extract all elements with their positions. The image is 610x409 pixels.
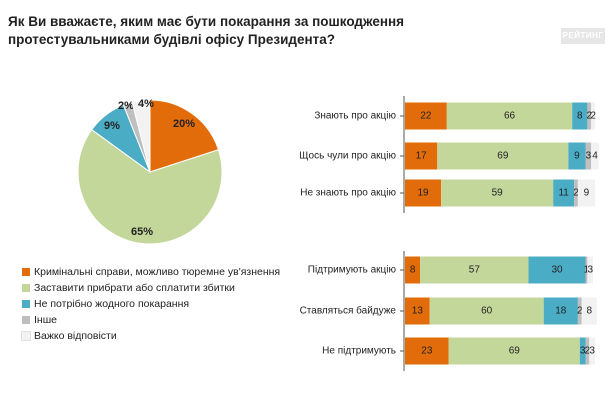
bar-segment: [405, 337, 449, 365]
bar-data-label: 8: [410, 265, 416, 276]
bar-segment: [591, 102, 595, 130]
bar-segment: [448, 337, 580, 365]
bar-data-label: 22: [420, 111, 432, 122]
bar-data-label: 69: [497, 151, 509, 162]
legend-swatch: [22, 284, 30, 292]
bar-data-label: 30: [551, 265, 563, 276]
pie-slice: [131, 99, 151, 173]
legend-label: Кримінальні справи, можливо тюремне ув'я…: [34, 266, 281, 278]
category-label: Ставляться байдуже: [300, 305, 397, 317]
bar-segment: [429, 297, 544, 325]
bar-data-label: 17: [416, 151, 428, 162]
bar-segment: [446, 102, 573, 130]
bar-data-label: 59: [492, 188, 504, 199]
bar-data-label: 18: [555, 306, 567, 317]
bar-segment: [553, 179, 575, 207]
bar-data-label: 8: [587, 306, 593, 317]
bar-segment: [572, 102, 588, 130]
category-label: Знають про акцію: [314, 111, 396, 122]
bar-segment: [420, 256, 529, 284]
bar-data-label: 9: [584, 188, 590, 199]
bar-data-label: 11: [558, 188, 569, 199]
bar-data-label: 19: [417, 188, 429, 199]
bar-segment: [441, 179, 554, 207]
bar-data-label: 60: [481, 306, 493, 317]
brand-logo: РЕЙТИНГ: [561, 28, 605, 44]
bar-segment: [591, 142, 599, 170]
pie-slice: [149, 99, 220, 173]
legend-swatch: [21, 331, 31, 341]
bar-segment: [587, 102, 592, 130]
bar-segment: [568, 142, 586, 170]
bar-data-label: 2: [573, 188, 579, 199]
bar-data-label: 66: [504, 111, 516, 122]
bar-segment: [574, 179, 578, 207]
bar-data-label: 13: [412, 306, 424, 317]
pie-data-label: 2%: [118, 100, 134, 112]
legend-swatch: [22, 268, 30, 276]
bar-data-label: 3: [587, 265, 593, 276]
category-label: Не знають про акцію: [300, 188, 396, 199]
bar-segment: [405, 297, 430, 325]
bar-segment: [581, 297, 597, 325]
bar-data-label: 3: [589, 346, 595, 357]
bar-segment: [589, 337, 595, 365]
bar-data-label: 23: [421, 346, 433, 357]
bar-segment: [585, 142, 592, 170]
bar-segment: [543, 297, 578, 325]
bar-segment: [579, 337, 586, 365]
bar-data-label: 9: [574, 151, 580, 162]
category-label: Підтримують акцію: [308, 265, 397, 276]
bar-data-label: 3: [586, 151, 592, 162]
legend-label: Інше: [34, 314, 57, 326]
category-label: Не підтримують: [322, 346, 396, 357]
bar-data-label: 4: [592, 151, 598, 162]
bar-segment: [405, 179, 442, 207]
bar-data-label: 1: [584, 265, 590, 276]
bar-segment: [405, 256, 421, 284]
bar-data-label: 3: [580, 346, 586, 357]
bar-segment: [405, 102, 447, 130]
bar-data-label: 2: [587, 111, 593, 122]
bar-segment: [577, 297, 582, 325]
bar-data-label: 57: [469, 265, 481, 276]
pie-data-label: 65%: [131, 226, 153, 238]
legend-label: Не потрібно жодного покарання: [34, 298, 190, 310]
category-label: Щось чули про акцію: [299, 151, 396, 162]
chart-title: Як Ви вважаєте, яким має бути покарання …: [8, 14, 405, 47]
legend-swatch: [22, 300, 30, 308]
bar-segment: [405, 142, 438, 170]
bar-segment: [437, 142, 569, 170]
legend-label: Заставити прибрати або сплатити збитки: [34, 282, 235, 294]
bar-segment: [577, 179, 595, 207]
bar-segment: [587, 256, 594, 284]
pie-data-label: 9%: [104, 120, 120, 132]
bar-data-label: 69: [509, 346, 521, 357]
bar-data-label: 2: [590, 111, 596, 122]
legend-swatch: [22, 316, 30, 324]
legend-label: Важко відповісти: [34, 330, 117, 342]
bar-data-label: 8: [577, 111, 583, 122]
bar-segment: [528, 256, 586, 284]
pie-data-label: 20%: [173, 118, 195, 130]
bar-segment: [585, 337, 590, 365]
bar-data-label: 2: [585, 346, 591, 357]
bar-data-label: 2: [577, 306, 583, 317]
pie-slice: [77, 128, 223, 245]
bar-segment: [585, 256, 588, 284]
pie-data-label: 4%: [138, 98, 154, 110]
